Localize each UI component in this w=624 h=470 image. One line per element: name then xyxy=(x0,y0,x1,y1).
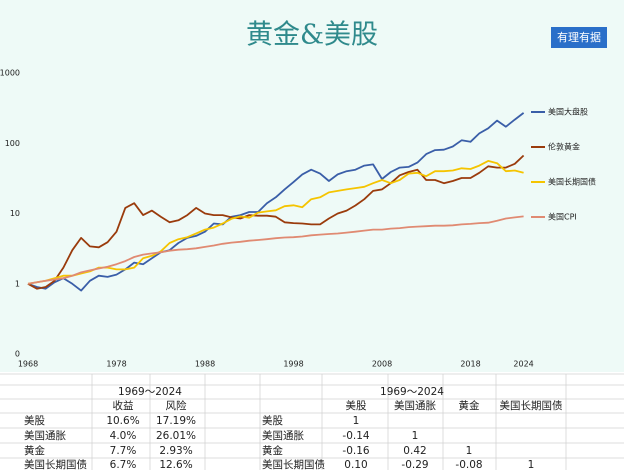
table-period: 1969～2024 xyxy=(118,386,182,398)
x-tick-label: 1998 xyxy=(283,360,303,369)
series-line xyxy=(27,112,525,292)
row-label: 黄金 xyxy=(24,444,45,457)
table-cell: 1 xyxy=(528,459,535,470)
table-cell: 12.6% xyxy=(159,459,192,470)
series-line xyxy=(27,154,525,290)
table-cell: 1 xyxy=(353,415,360,427)
row-label: 美国长期国债 xyxy=(24,458,87,470)
table-period: 1969～2024 xyxy=(380,386,444,398)
x-tick-label: 1988 xyxy=(195,360,215,369)
badge-bg xyxy=(551,27,607,48)
table-cell: 6.7% xyxy=(110,459,137,470)
chart-bg xyxy=(0,0,624,372)
y-tick-label: 0 xyxy=(15,350,20,359)
column-header: 美股 xyxy=(346,399,367,412)
table-cell: 10.6% xyxy=(106,415,139,427)
x-tick-label: 2018 xyxy=(460,360,480,369)
x-tick-label: 1978 xyxy=(106,360,126,369)
column-header: 收益 xyxy=(113,399,134,412)
badge: 有理有据 xyxy=(557,30,601,44)
legend-label: 美国CPI xyxy=(548,212,577,222)
column-header: 风险 xyxy=(166,399,187,412)
table-cell: 1 xyxy=(466,445,473,457)
table-cell: -0.29 xyxy=(401,459,428,470)
row-label: 美股 xyxy=(24,414,45,427)
table-cell: 26.01% xyxy=(156,430,196,442)
table-cell: -0.16 xyxy=(342,445,369,457)
chart-title: 黄金&美股 xyxy=(246,20,378,51)
table-cell: 17.19% xyxy=(156,415,196,427)
table-cell: 4.0% xyxy=(110,430,137,442)
table-cell: -0.08 xyxy=(455,459,482,470)
row-label: 美国通胀 xyxy=(24,429,66,442)
legend-label: 美国大盘股 xyxy=(548,107,588,117)
x-tick-label: 1968 xyxy=(18,360,38,369)
y-tick-label: 100 xyxy=(5,139,20,148)
y-tick-label: 1000 xyxy=(0,69,20,78)
x-tick-label: 2024 xyxy=(513,360,533,369)
y-tick-label: 1 xyxy=(15,279,20,288)
table-cell: 0.42 xyxy=(403,445,426,457)
series-line xyxy=(27,215,524,285)
table-cell: 2.93% xyxy=(159,445,192,457)
column-header: 黄金 xyxy=(459,399,480,412)
row-label: 美国长期国债 xyxy=(262,458,325,470)
legend-label: 伦敦黄金 xyxy=(548,142,580,152)
legend-label: 美国长期国债 xyxy=(548,177,596,187)
table-cell: 1 xyxy=(412,430,419,442)
column-header: 美国长期国债 xyxy=(500,399,563,412)
table-cell: -0.14 xyxy=(342,430,369,442)
x-tick-label: 2008 xyxy=(372,360,392,369)
table-cell: 0.10 xyxy=(344,459,367,470)
column-header: 美国通胀 xyxy=(394,399,436,412)
row-label: 美国通胀 xyxy=(262,429,304,442)
table-cell: 7.7% xyxy=(110,445,137,457)
row-label: 美股 xyxy=(262,414,283,427)
row-label: 黄金 xyxy=(262,444,283,457)
series-line xyxy=(27,160,524,285)
y-tick-label: 10 xyxy=(10,209,20,218)
